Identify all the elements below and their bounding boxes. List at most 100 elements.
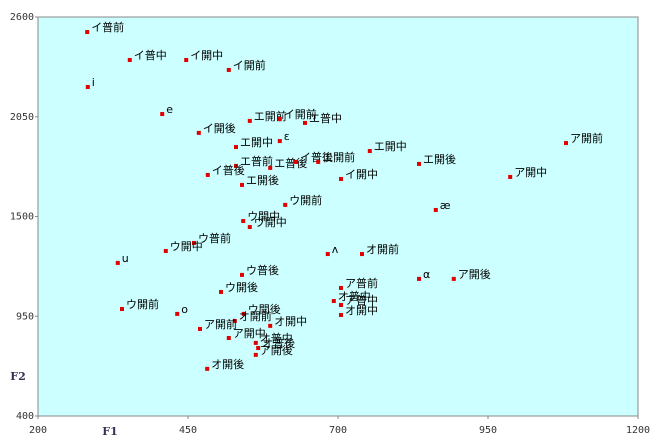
point bbox=[234, 163, 238, 168]
point-label: ア開後 bbox=[458, 267, 491, 281]
point-label: ウ開中 bbox=[170, 240, 203, 253]
plot-area bbox=[37, 16, 639, 417]
point-label: i bbox=[92, 76, 95, 89]
point-label: エ普中 bbox=[309, 111, 342, 125]
point bbox=[85, 85, 90, 90]
point bbox=[232, 318, 237, 323]
point bbox=[360, 252, 364, 257]
point-label: ウ開後 bbox=[248, 302, 281, 316]
point bbox=[184, 57, 189, 62]
point bbox=[219, 289, 223, 294]
point bbox=[247, 225, 252, 230]
y-axis-title: F2 bbox=[10, 370, 25, 383]
point-label: ε bbox=[284, 130, 290, 143]
point bbox=[508, 174, 513, 179]
point-label: ア普前 bbox=[345, 276, 378, 290]
point-label: イ普中 bbox=[134, 48, 167, 62]
point bbox=[240, 272, 244, 277]
y-tick-label: 400 bbox=[16, 411, 34, 422]
point bbox=[268, 165, 273, 170]
point bbox=[451, 276, 456, 281]
point bbox=[417, 161, 421, 166]
point bbox=[339, 312, 343, 317]
point-label: ウ開中 bbox=[254, 216, 287, 229]
point bbox=[303, 120, 307, 125]
point-label: e bbox=[166, 103, 173, 116]
point-label: ウ普前 bbox=[198, 231, 231, 245]
point bbox=[226, 336, 231, 341]
x-tick-label: 700 bbox=[329, 425, 347, 436]
point bbox=[226, 67, 231, 72]
point-label: ウ開前 bbox=[126, 297, 159, 311]
point-label: u bbox=[122, 252, 129, 265]
point-label: オ普中 bbox=[338, 289, 371, 303]
point bbox=[331, 299, 336, 304]
x-tick-label: 950 bbox=[479, 425, 497, 436]
point bbox=[268, 323, 273, 328]
point-label: ア開後 bbox=[260, 343, 293, 357]
point bbox=[316, 159, 321, 164]
point-label: エ開前 bbox=[322, 150, 355, 164]
point bbox=[205, 366, 210, 371]
point bbox=[253, 352, 258, 357]
point-label: イ開前 bbox=[284, 107, 317, 121]
point bbox=[277, 116, 282, 121]
point bbox=[367, 149, 372, 154]
point-label: ウ普後 bbox=[246, 263, 279, 277]
point-label: α bbox=[423, 268, 430, 281]
x-tick-label: 200 bbox=[29, 425, 47, 436]
point bbox=[339, 176, 343, 181]
point-label: ア開前 bbox=[570, 131, 603, 145]
point-label: オ普後 bbox=[262, 336, 295, 350]
point bbox=[417, 276, 421, 281]
point-label: エ普前 bbox=[240, 154, 273, 168]
point bbox=[175, 311, 180, 316]
point bbox=[196, 130, 201, 135]
point bbox=[205, 172, 210, 177]
point bbox=[247, 118, 252, 123]
point-label: エ普後 bbox=[274, 156, 307, 170]
point bbox=[240, 182, 244, 187]
point bbox=[127, 57, 132, 62]
point-label: エ開後 bbox=[246, 173, 279, 187]
point-label: エ開中 bbox=[240, 136, 273, 149]
point-label: エ開後 bbox=[423, 152, 456, 166]
point-label: イ普後 bbox=[300, 150, 333, 164]
point-label: ウ開前 bbox=[289, 193, 322, 207]
point-label: オ開前 bbox=[366, 242, 399, 256]
point bbox=[115, 260, 120, 265]
point bbox=[198, 326, 202, 331]
point-label: ʌ bbox=[332, 243, 339, 256]
point-label: イ普前 bbox=[91, 20, 124, 34]
point-label: æ bbox=[440, 199, 451, 212]
y-tick-label: 950 bbox=[16, 311, 34, 322]
point bbox=[241, 311, 246, 316]
point-label: エ開中 bbox=[374, 140, 407, 153]
point bbox=[241, 219, 246, 224]
point-label: オ開前 bbox=[239, 309, 272, 323]
point-label: ア開中 bbox=[233, 327, 266, 340]
point-label: ア普中 bbox=[345, 293, 378, 307]
y-tick-label: 2600 bbox=[10, 12, 34, 23]
point bbox=[564, 141, 568, 146]
point-label: ウ開後 bbox=[225, 280, 258, 294]
point bbox=[120, 306, 124, 311]
point bbox=[433, 207, 438, 212]
y-tick-label: 2050 bbox=[10, 112, 34, 123]
point-label: イ開後 bbox=[203, 121, 236, 135]
point-label: ア開前 bbox=[204, 317, 237, 331]
point-label: オ開後 bbox=[211, 357, 244, 371]
point bbox=[234, 145, 238, 150]
x-axis-title: F1 bbox=[102, 425, 117, 438]
point-label: オ開中 bbox=[345, 304, 378, 317]
point bbox=[283, 202, 288, 207]
point-label: エ開前 bbox=[254, 109, 287, 123]
point bbox=[339, 285, 343, 290]
point-label: イ普後 bbox=[212, 163, 245, 177]
point-label: オ開中 bbox=[274, 315, 307, 328]
x-tick-label: 1200 bbox=[626, 425, 650, 436]
point-label: o bbox=[181, 303, 188, 316]
point-label: イ開前 bbox=[233, 58, 266, 72]
point bbox=[192, 240, 196, 245]
